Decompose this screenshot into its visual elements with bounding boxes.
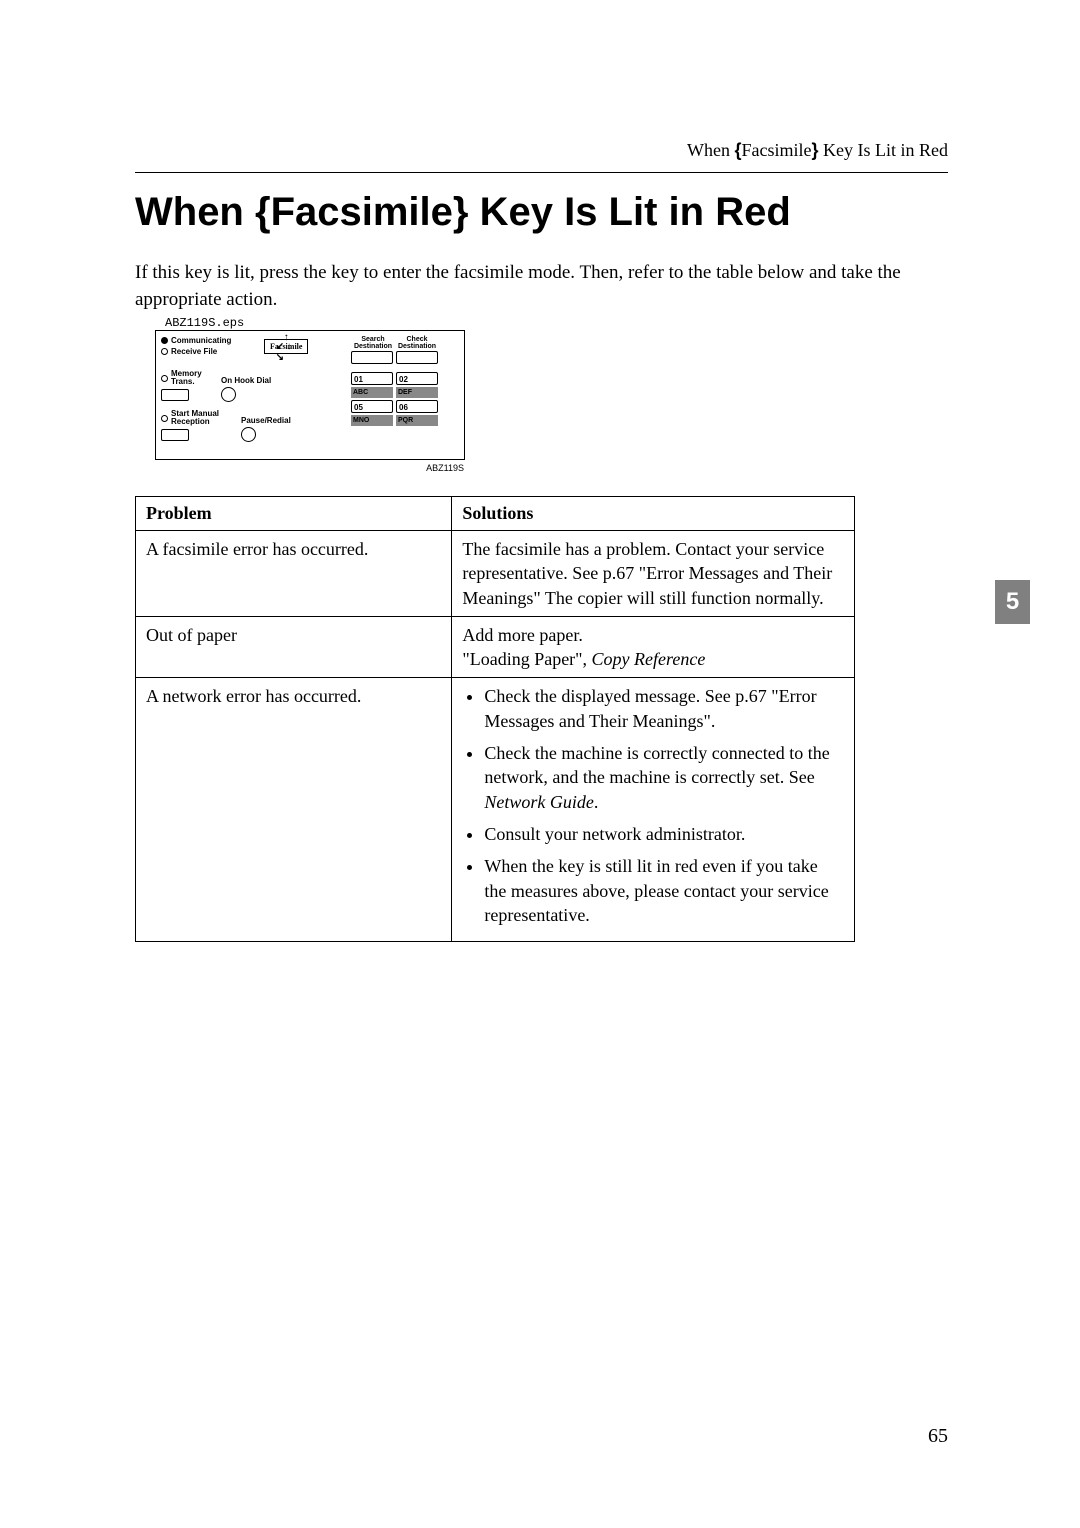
list-item: Consult your network administrator. [484,822,844,846]
pqr-key: PQR [396,415,438,426]
list-item: Check the displayed message. See p.67 "E… [484,684,844,733]
start-manual-indicator: Start ManualReception [161,410,241,426]
solution-cell: Add more paper. "Loading Paper", Copy Re… [452,616,855,678]
memory-trans-indicator: MemoryTrans. [161,370,221,386]
running-header: When {Facsimile} Key Is Lit in Red [687,140,948,161]
communicating-indicator: Communicating [161,336,256,345]
start-manual-key [161,429,189,441]
problem-cell: A network error has occurred. [136,678,452,942]
intro-paragraph: If this key is lit, press the key to ent… [135,260,948,313]
pause-redial-label: Pause/Redial [241,416,291,425]
down-arrows-icon: ↙ ↓ ↘ [276,341,297,363]
mno-key: MNO [351,415,393,426]
solutions-header: Solutions [452,497,855,531]
problem-header: Problem [136,497,452,531]
table-header-row: Problem Solutions [136,497,855,531]
quickdial-06-key: 06 [396,400,438,413]
problem-cell: A facsimile error has occurred. [136,531,452,617]
def-key: DEF [396,387,438,398]
communicating-led-icon [161,337,168,344]
diagram-filename: ABZ119S.eps [165,316,244,330]
on-hook-dial-button [221,387,236,402]
page-title: When {Facsimile} Key Is Lit in Red [135,190,791,235]
destination-labels: SearchDestination CheckDestination [351,336,461,350]
chapter-tab: 5 [995,580,1030,624]
quickdial-01-key: 01 [351,372,393,385]
memory-trans-led-icon [161,375,168,382]
pause-redial-button [241,427,256,442]
receive-file-led-icon [161,348,168,355]
start-manual-led-icon [161,415,168,422]
search-destination-key [351,351,393,364]
page-number: 65 [928,1425,948,1448]
quickdial-02-key: 02 [396,372,438,385]
facsimile-button: ↑ Facsimile ↙ ↓ ↘ [264,339,308,354]
table-row: Out of paper Add more paper. "Loading Pa… [136,616,855,678]
on-hook-dial-label: On Hook Dial [221,376,311,385]
troubleshooting-table: Problem Solutions A facsimile error has … [135,496,855,942]
table-row: A network error has occurred. Check the … [136,678,855,942]
solution-cell: Check the displayed message. See p.67 "E… [452,678,855,942]
quickdial-05-key: 05 [351,400,393,413]
solution-bullet-list: Check the displayed message. See p.67 "E… [462,684,844,927]
check-destination-key [396,351,438,364]
solution-cell: The facsimile has a problem. Contact you… [452,531,855,617]
list-item: Check the machine is correctly connected… [484,741,844,814]
panel-left-section: Communicating Receive File ↑ Facsimile ↙… [161,336,346,446]
diagram-code-label: ABZ119S [426,463,464,473]
problem-cell: Out of paper [136,616,452,678]
panel-right-section: SearchDestination CheckDestination 01 02… [351,336,461,426]
header-rule [135,172,948,173]
list-item: When the key is still lit in red even if… [484,854,844,927]
table-row: A facsimile error has occurred. The facs… [136,531,855,617]
memory-trans-key [161,389,189,401]
receive-file-indicator: Receive File [161,347,256,356]
abc-key: ABC [351,387,393,398]
control-panel-diagram: Communicating Receive File ↑ Facsimile ↙… [155,330,465,460]
